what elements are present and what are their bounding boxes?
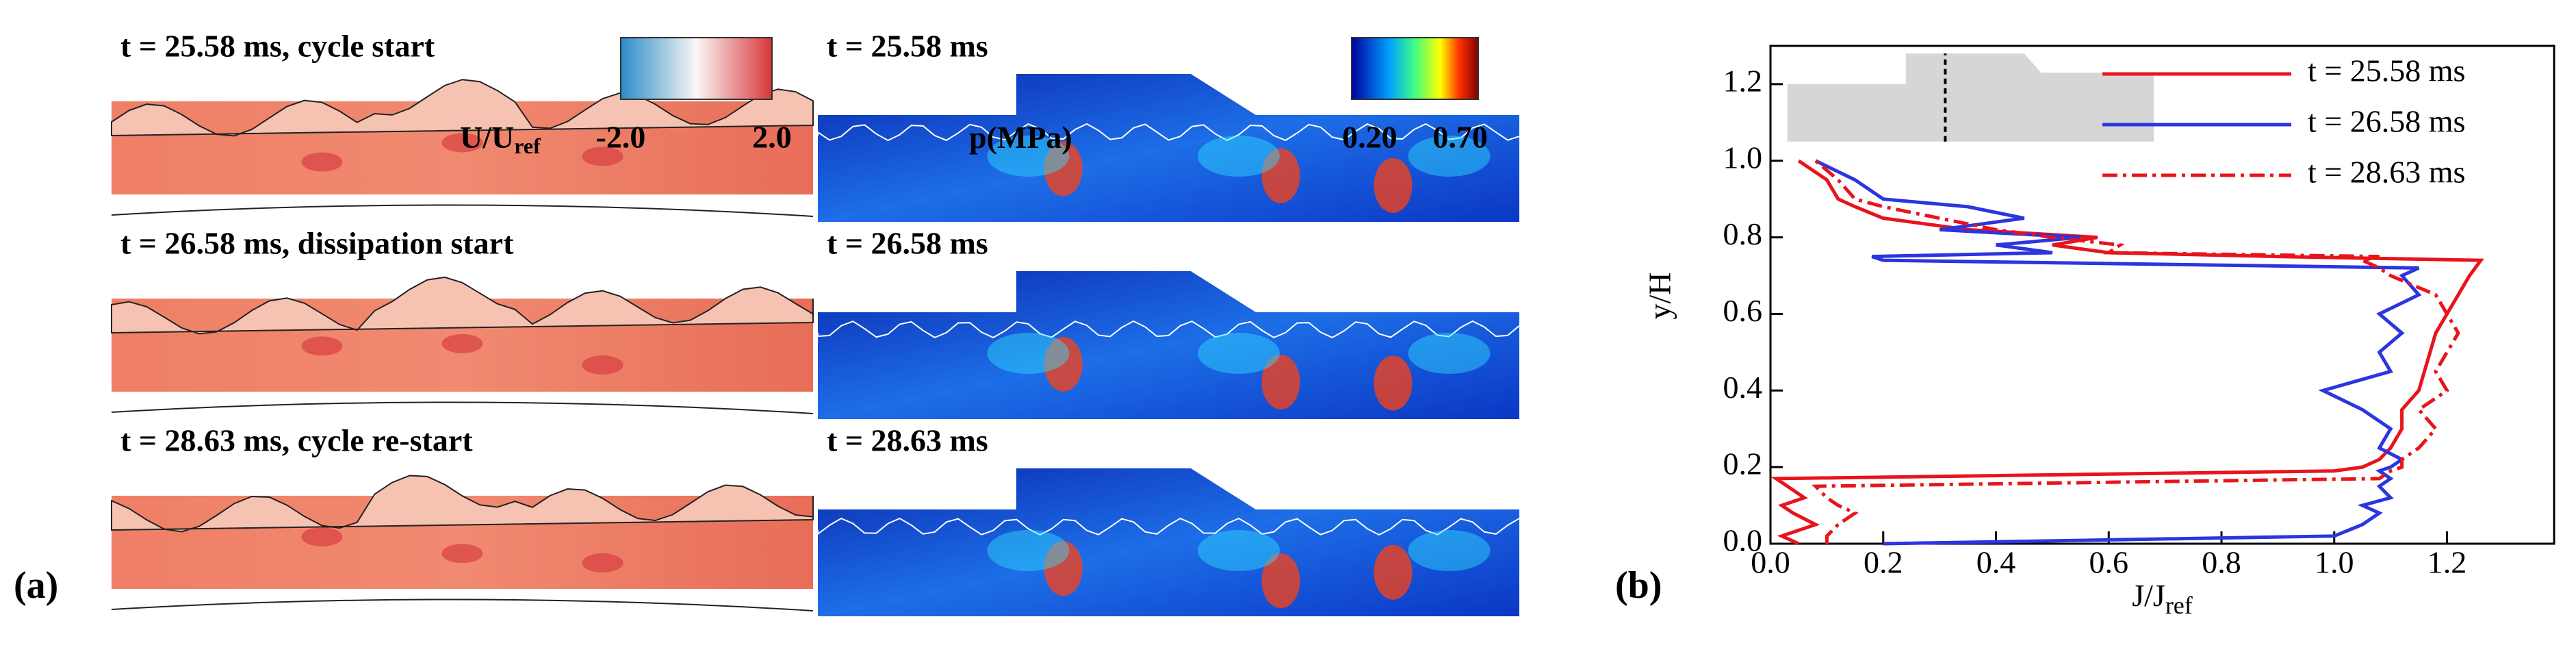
pressure-mid [1198, 333, 1280, 374]
pressure-mid [1408, 530, 1491, 571]
pressure-mid [1198, 530, 1280, 571]
field-title: t = 26.58 ms [827, 226, 988, 261]
wall-line [111, 598, 814, 611]
wall-line [111, 204, 814, 217]
field-images [111, 74, 1520, 616]
pressure-peak [1261, 354, 1300, 409]
colorbar-label-main: p(MPa) [969, 120, 1072, 155]
pressure-peak [1374, 355, 1413, 411]
colorbar-label: U/Uref [460, 120, 541, 159]
colorbar-tick-label: 0.70 [1432, 120, 1488, 155]
y-axis-label: y/H [1643, 273, 1677, 320]
pressure-peak [1261, 148, 1300, 203]
y-tick-label: 0.2 [1723, 446, 1763, 481]
vortex [441, 133, 483, 153]
pressure-peak [1374, 544, 1413, 600]
colorbar-label-main: U/U [460, 120, 514, 155]
vortex [441, 544, 483, 564]
shear-layer [111, 276, 814, 335]
y-tick-label: 0.6 [1723, 293, 1763, 328]
wall-line [111, 401, 814, 414]
pressure-peak [1044, 336, 1083, 392]
pressure-mid [987, 530, 1070, 571]
x-axis-label: J/Jref [2132, 578, 2193, 620]
pressure-mid [987, 136, 1070, 177]
vortex [301, 527, 343, 547]
colorbar-tick-label: 2.0 [752, 120, 792, 155]
legend-label: t = 25.58 ms [2308, 53, 2465, 88]
x-axis-label-main: J/J [2132, 578, 2165, 613]
x-tick-label: 1.2 [2427, 545, 2467, 580]
plot-frame [1769, 45, 2555, 545]
pressure-mid [1198, 136, 1280, 177]
x-tick-label: 0.6 [2089, 545, 2128, 580]
colorbar-label: p(MPa) [969, 120, 1072, 155]
field-title: t = 28.63 ms [827, 423, 988, 458]
pressure-peak [1044, 541, 1083, 596]
x-tick-label: 0.4 [1976, 545, 2016, 580]
y-tick-label: 1.0 [1723, 140, 1763, 175]
contour [817, 123, 1520, 142]
x-tick-label: 0.8 [2202, 545, 2241, 580]
legend-label: t = 26.58 ms [2308, 104, 2465, 139]
vortex [582, 147, 623, 166]
y-tick-label: 0.8 [1723, 216, 1763, 251]
pressure-mid [1408, 136, 1491, 177]
series-line [1812, 159, 2460, 544]
vortex [582, 355, 623, 375]
field-title: t = 28.63 ms, cycle re-start [120, 423, 473, 458]
field-title: t = 25.58 ms, cycle start [120, 29, 435, 64]
colorbar-label-sub: ref [514, 134, 541, 158]
pressure-peak [1044, 141, 1083, 197]
y-tick-label: 0.4 [1723, 370, 1763, 405]
x-axis-label-sub: ref [2165, 592, 2193, 619]
colorbar [620, 37, 773, 100]
colorbar-tick-label: -2.0 [596, 120, 646, 155]
legend-label: t = 28.63 ms [2308, 155, 2465, 190]
colorbar [1351, 37, 1479, 100]
x-tick-label: 1.0 [2315, 545, 2354, 580]
pressure-field [818, 271, 1519, 419]
panel-label: (a) [14, 564, 58, 607]
y-tick-label: 1.2 [1723, 63, 1763, 98]
vortex [441, 333, 483, 353]
x-tick-label: 0.0 [1751, 545, 1790, 580]
field-title: t = 25.58 ms [827, 29, 988, 64]
series-line [1814, 159, 2422, 546]
vortex [301, 336, 343, 356]
pressure-peak [1374, 157, 1413, 213]
pressure-mid [1408, 333, 1491, 374]
contour [817, 320, 1520, 339]
pressure-field [818, 468, 1519, 616]
panel-label: (b) [1615, 564, 1662, 607]
colorbar-tick-label: 0.20 [1342, 120, 1398, 155]
field-title: t = 26.58 ms, dissipation start [120, 226, 514, 261]
x-tick-label: 0.2 [1864, 545, 1903, 580]
shear-layer [111, 475, 814, 533]
pressure-field [818, 74, 1519, 222]
vortex [582, 553, 623, 573]
pressure-mid [987, 333, 1070, 374]
pressure-peak [1261, 553, 1300, 609]
y-tick-label: 0.0 [1723, 523, 1763, 558]
vortex [301, 152, 343, 172]
inset-geometry [1787, 53, 2154, 142]
contour [817, 517, 1520, 536]
